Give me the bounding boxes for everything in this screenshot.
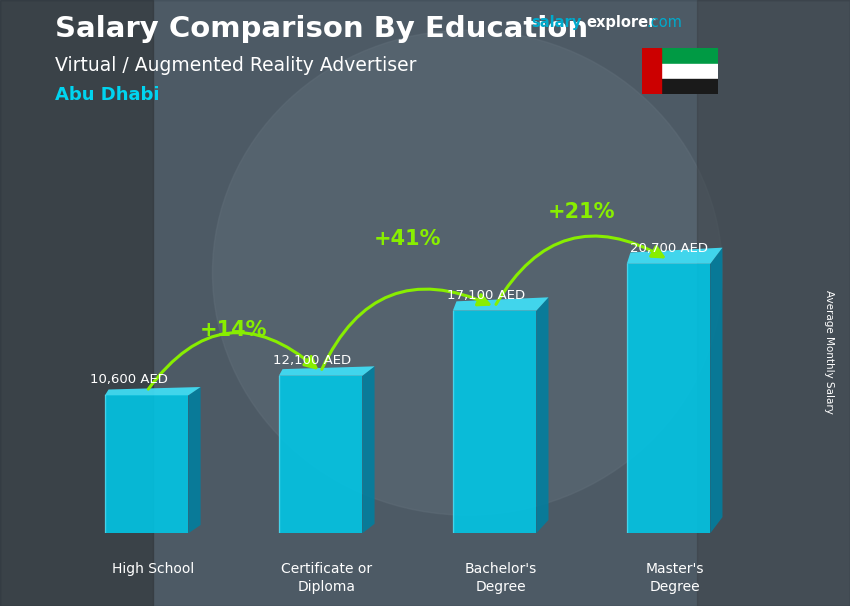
Text: Virtual / Augmented Reality Advertiser: Virtual / Augmented Reality Advertiser [55, 56, 416, 75]
Text: 12,100 AED: 12,100 AED [273, 354, 351, 367]
Text: +14%: +14% [200, 320, 268, 340]
Text: 17,100 AED: 17,100 AED [447, 288, 525, 302]
Text: Abu Dhabi: Abu Dhabi [55, 86, 160, 104]
Text: Master's
Degree: Master's Degree [645, 562, 704, 594]
Text: Average Monthly Salary: Average Monthly Salary [824, 290, 834, 413]
Bar [697, 0, 850, 606]
Text: High School: High School [111, 562, 194, 576]
Polygon shape [626, 264, 711, 533]
Text: +41%: +41% [374, 229, 441, 249]
Bar [642, 48, 661, 94]
Text: +21%: +21% [547, 202, 615, 222]
Polygon shape [279, 376, 362, 533]
Polygon shape [105, 387, 201, 395]
Ellipse shape [212, 30, 722, 515]
Text: Salary Comparison By Education: Salary Comparison By Education [55, 15, 588, 43]
Polygon shape [626, 248, 722, 264]
Bar [642, 79, 718, 94]
Polygon shape [536, 298, 548, 533]
Text: explorer: explorer [586, 15, 656, 30]
Polygon shape [362, 366, 375, 533]
Text: Certificate or
Diploma: Certificate or Diploma [281, 562, 372, 594]
Polygon shape [711, 248, 722, 533]
Polygon shape [105, 395, 189, 533]
Text: 20,700 AED: 20,700 AED [630, 242, 707, 255]
Bar [642, 48, 718, 64]
Text: 10,600 AED: 10,600 AED [90, 373, 168, 386]
Polygon shape [453, 311, 536, 533]
Text: salary: salary [531, 15, 581, 30]
Polygon shape [453, 298, 548, 311]
Bar [0, 0, 153, 606]
Polygon shape [279, 366, 375, 376]
Bar [642, 64, 718, 79]
Text: Bachelor's
Degree: Bachelor's Degree [465, 562, 537, 594]
Text: .com: .com [646, 15, 682, 30]
Polygon shape [189, 387, 201, 533]
